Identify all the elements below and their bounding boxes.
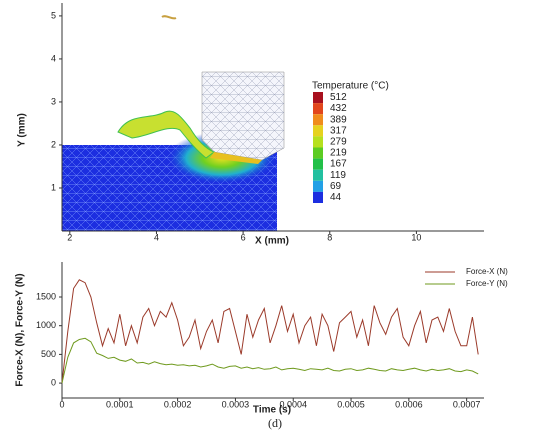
- y-tick-label: 500: [41, 349, 56, 359]
- legend-swatch: [313, 191, 323, 203]
- x-tick-label: 10: [411, 232, 421, 242]
- legend-swatch: [313, 158, 323, 170]
- x-tick-label: 0.0006: [395, 399, 423, 409]
- legend-label: 279: [330, 137, 347, 148]
- caption: (d): [268, 416, 282, 430]
- legend-title: Temperature (°C): [312, 81, 389, 92]
- x-tick-label: 4: [154, 232, 159, 242]
- contact-zone: [210, 152, 262, 164]
- x-tick-label: 6: [241, 232, 246, 242]
- legend-swatch: [313, 114, 323, 126]
- legend-swatch: [313, 136, 323, 148]
- chip-fragment: [161, 15, 177, 20]
- legend-swatch: [313, 147, 323, 159]
- x-tick-label: 0.0003: [222, 399, 250, 409]
- legend-swatch: [313, 169, 323, 181]
- legend-swatch: [313, 125, 323, 137]
- legend-label: 167: [330, 159, 347, 170]
- legend-label: 432: [330, 103, 347, 114]
- legend-swatch: [313, 103, 323, 115]
- y-tick-label: 2: [51, 139, 56, 149]
- x-tick-label: 0.0001: [106, 399, 134, 409]
- legend-label: 119: [330, 170, 346, 181]
- y-tick-label: 3: [51, 96, 56, 106]
- x-tick-label: 0.0005: [337, 399, 365, 409]
- y-tick-label: 1500: [36, 291, 56, 301]
- legend-label: 219: [330, 148, 347, 159]
- legend-swatch: [313, 92, 323, 104]
- x-tick-label: 8: [327, 232, 332, 242]
- legend-label: 44: [330, 192, 342, 203]
- y-tick-label: 1: [51, 182, 56, 192]
- y-tick-label: 4: [51, 53, 56, 63]
- tool-mesh: [202, 72, 284, 160]
- y-tick-label: 5: [51, 10, 56, 20]
- legend-label: 389: [330, 114, 347, 125]
- x-tick-label: 0.0002: [164, 399, 192, 409]
- chip: [117, 110, 216, 159]
- legend-label: 512: [330, 92, 347, 103]
- y-axis-label: Force-X (N), Force-Y (N): [15, 273, 26, 386]
- y-axis-label: Y (mm): [17, 113, 28, 147]
- y-tick-label: 0: [51, 377, 56, 387]
- x-tick-label: 2: [67, 232, 72, 242]
- simulation: [62, 15, 285, 231]
- x-axis-label: X (mm): [255, 236, 289, 247]
- series-line: [61, 337, 479, 384]
- x-tick-label: 0: [59, 399, 64, 409]
- x-tick-label: 0.0007: [453, 399, 481, 409]
- legend-label: Force-Y (N): [466, 279, 508, 288]
- legend-label: 69: [330, 181, 342, 192]
- series-line: [61, 279, 479, 384]
- legend-label: 317: [330, 125, 347, 136]
- x-tick-label: 0.0004: [279, 399, 307, 409]
- legend-label: Force-X (N): [466, 267, 508, 276]
- y-tick-label: 1000: [36, 320, 56, 330]
- x-axis-label: Time (s): [253, 405, 291, 416]
- legend-swatch: [313, 180, 323, 192]
